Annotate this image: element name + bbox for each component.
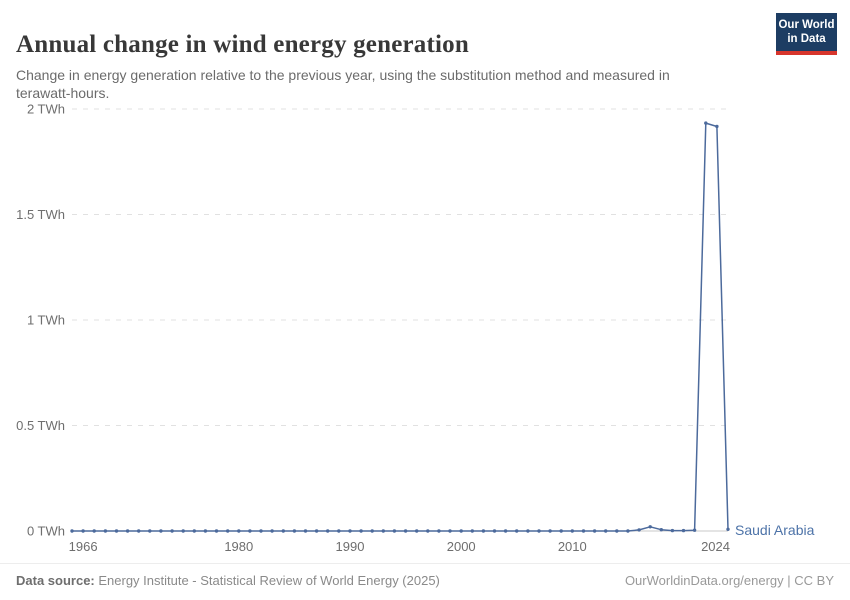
data-source-text: Energy Institute - Statistical Review of…	[94, 573, 440, 588]
svg-text:2000: 2000	[447, 539, 476, 554]
data-source-note: Data source: Energy Institute - Statisti…	[16, 573, 440, 588]
svg-text:0 TWh: 0 TWh	[27, 524, 65, 539]
svg-text:1980: 1980	[224, 539, 253, 554]
owid-logo-line2: in Data	[787, 33, 826, 46]
chart-footer: Data source: Energy Institute - Statisti…	[0, 563, 850, 588]
svg-text:1.5 TWh: 1.5 TWh	[16, 207, 65, 222]
chart-title: Annual change in wind energy generation	[16, 30, 469, 58]
chart-subtitle: Change in energy generation relative to …	[16, 67, 670, 102]
svg-text:0.5 TWh: 0.5 TWh	[16, 418, 65, 433]
svg-text:2 TWh: 2 TWh	[27, 102, 65, 117]
svg-text:2024: 2024	[701, 539, 730, 554]
owid-logo[interactable]: Our World in Data	[776, 13, 837, 55]
svg-text:2010: 2010	[558, 539, 587, 554]
svg-text:1990: 1990	[336, 539, 365, 554]
svg-text:1 TWh: 1 TWh	[27, 313, 65, 328]
data-source-label: Data source:	[16, 573, 95, 588]
series-entity-label[interactable]: Saudi Arabia	[735, 522, 815, 538]
svg-text:1966: 1966	[69, 539, 98, 554]
owid-logo-line1: Our World	[778, 19, 835, 31]
owid-credit-link[interactable]: OurWorldinData.org/energy | CC BY	[624, 573, 834, 588]
